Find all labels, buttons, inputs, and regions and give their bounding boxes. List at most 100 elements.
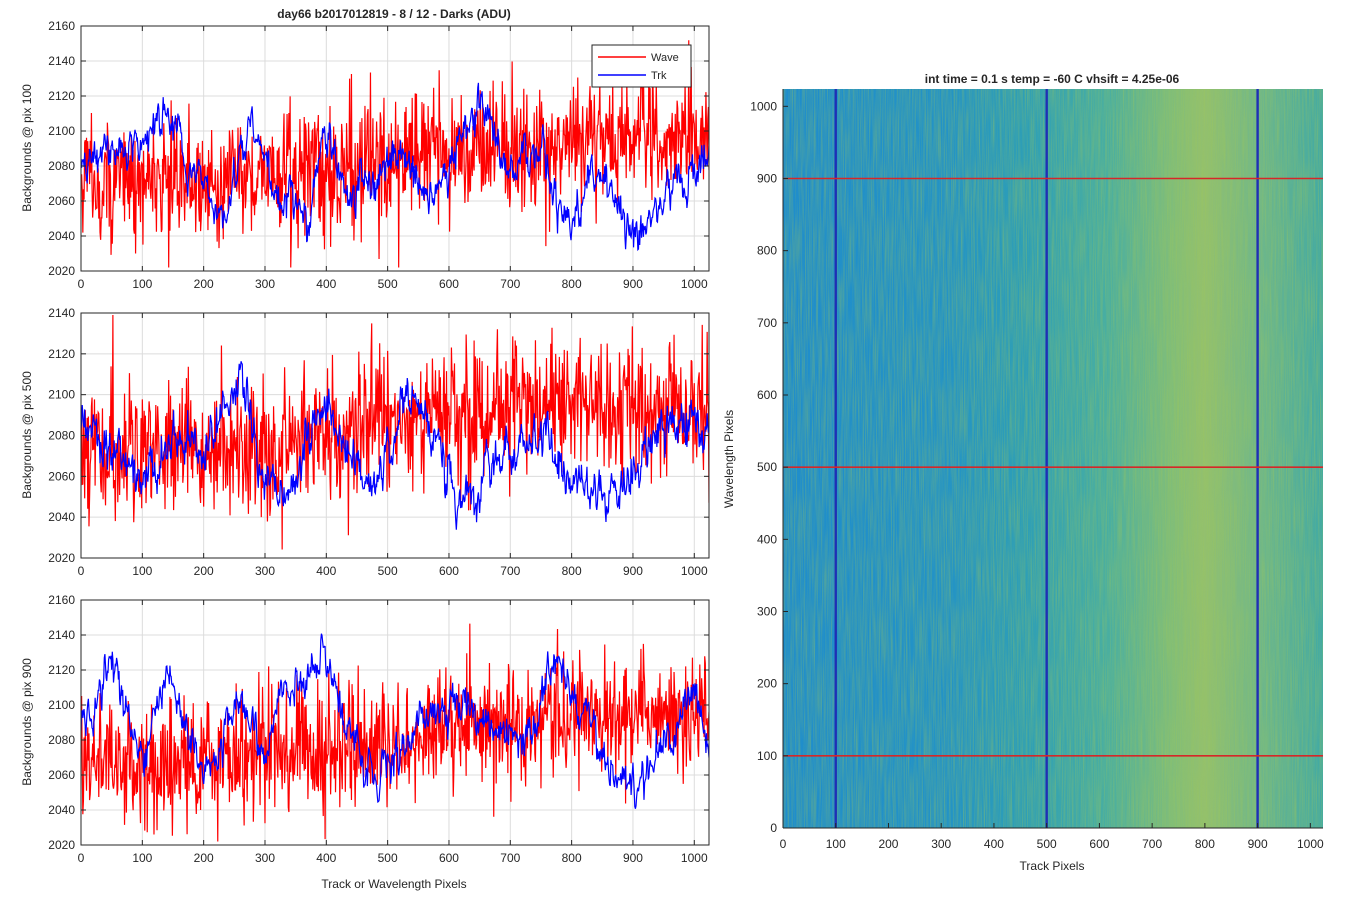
y-axis-label-pix-900: Backgrounds @ pix 900 xyxy=(20,658,34,786)
x-tick-label: 900 xyxy=(623,277,643,291)
x-tick-label: 200 xyxy=(194,277,214,291)
x-tick-label: 0 xyxy=(78,564,85,578)
series-line-wave xyxy=(81,315,709,550)
y-tick-label: 2020 xyxy=(48,838,75,852)
y-axis-label-pix-500: Backgrounds @ pix 500 xyxy=(20,371,34,499)
x-tick-label: 500 xyxy=(378,277,398,291)
x-tick-label: 400 xyxy=(316,277,336,291)
y-tick-label: 2080 xyxy=(48,733,75,747)
image-x-axis-label: Track Pixels xyxy=(1020,859,1085,873)
image-x-tick-label: 500 xyxy=(1037,837,1057,851)
figure-title: day66 b2017012819 - 8 / 12 - Darks (ADU) xyxy=(277,7,510,21)
image-x-tick-label: 400 xyxy=(984,837,1004,851)
x-tick-label: 1000 xyxy=(681,851,708,865)
y-tick-label: 2040 xyxy=(48,229,75,243)
x-tick-label: 600 xyxy=(439,851,459,865)
x-tick-label: 0 xyxy=(78,277,85,291)
y-tick-label: 2020 xyxy=(48,264,75,278)
series-line-wave xyxy=(81,40,709,268)
legend-box xyxy=(591,44,692,88)
x-tick-label: 100 xyxy=(132,564,152,578)
y-tick-label: 2120 xyxy=(48,663,75,677)
y-tick-label: 2060 xyxy=(48,768,75,782)
x-tick-label: 0 xyxy=(78,851,85,865)
y-tick-label: 2140 xyxy=(48,628,75,642)
y-tick-label: 2160 xyxy=(48,593,75,607)
x-tick-label: 1000 xyxy=(681,564,708,578)
image-y-tick-label: 600 xyxy=(757,388,777,402)
x-tick-label: 200 xyxy=(194,564,214,578)
x-tick-label: 700 xyxy=(500,277,520,291)
background-image-panel: 0 100 200 300 400 500 600 700 800 900 1000 0 100 200 3… xyxy=(750,89,1324,851)
image-y-tick-label: 200 xyxy=(757,677,777,691)
x-tick-label: 100 xyxy=(132,277,152,291)
image-y-tick-label: 0 xyxy=(770,821,777,835)
image-x-tick-label: 300 xyxy=(931,837,951,851)
image-y-tick-label: 500 xyxy=(757,460,777,474)
image-noise-streaks xyxy=(783,89,1323,828)
image-x-tick-label: 600 xyxy=(1089,837,1109,851)
x-tick-label: 700 xyxy=(500,851,520,865)
x-tick-label: 300 xyxy=(255,564,275,578)
x-tick-label: 800 xyxy=(562,851,582,865)
y-tick-label: 2100 xyxy=(48,698,75,712)
y-tick-label: 2060 xyxy=(48,194,75,208)
axes-frame xyxy=(80,599,710,846)
image-y-tick-label: 100 xyxy=(757,749,777,763)
image-x-tick-label: 1000 xyxy=(1297,837,1324,851)
y-tick-label: 2100 xyxy=(48,124,75,138)
x-tick-label: 200 xyxy=(194,851,214,865)
x-tick-label: 400 xyxy=(316,564,336,578)
y-tick-label: 2160 xyxy=(48,19,75,33)
legend: Wave Trk xyxy=(591,44,692,88)
image-y-tick-label: 900 xyxy=(757,171,777,185)
image-x-tick-label: 100 xyxy=(826,837,846,851)
y-tick-label: 2040 xyxy=(48,803,75,817)
y-tick-label: 2080 xyxy=(48,159,75,173)
y-tick-label: 2040 xyxy=(48,510,75,524)
x-tick-label: 800 xyxy=(562,277,582,291)
x-tick-label: 900 xyxy=(623,851,643,865)
y-tick-label: 2140 xyxy=(48,54,75,68)
series-line-trk xyxy=(81,82,709,252)
image-y-axis-label: Wavelength Pixels xyxy=(722,410,736,508)
legend-wave-label: Wave xyxy=(651,52,679,64)
image-y-tick-label: 800 xyxy=(757,244,777,258)
axes-frame xyxy=(80,25,710,272)
image-x-tick-label: 700 xyxy=(1142,837,1162,851)
x-tick-label: 600 xyxy=(439,564,459,578)
image-x-tick-label: 800 xyxy=(1195,837,1215,851)
x-tick-label: 1000 xyxy=(681,277,708,291)
y-tick-label: 2020 xyxy=(48,551,75,565)
image-y-tick-label: 300 xyxy=(757,604,777,618)
y-tick-label: 2060 xyxy=(48,469,75,483)
series-line-trk xyxy=(81,633,709,809)
image-y-tick-label: 400 xyxy=(757,532,777,546)
image-x-tick-label: 200 xyxy=(878,837,898,851)
y-axis-label-pix-100: Backgrounds @ pix 100 xyxy=(20,84,34,212)
y-tick-label: 2080 xyxy=(48,429,75,443)
legend-trk-label: Trk xyxy=(651,70,667,82)
image-x-tick-label: 0 xyxy=(780,837,787,851)
image-y-tick-label: 700 xyxy=(757,316,777,330)
x-tick-label: 500 xyxy=(378,564,398,578)
y-tick-label: 2120 xyxy=(48,347,75,361)
x-tick-label: 500 xyxy=(378,851,398,865)
x-tick-label: 700 xyxy=(500,564,520,578)
y-tick-label: 2100 xyxy=(48,388,75,402)
x-tick-label: 600 xyxy=(439,277,459,291)
x-tick-label: 300 xyxy=(255,277,275,291)
subplot-pix-500: 0 100 200 300 400 500 600 700 800 900 1000 2020 2040… xyxy=(48,306,710,578)
image-y-tick-label: 1000 xyxy=(750,99,777,113)
x-axis-label-track-or-wavelength: Track or Wavelength Pixels xyxy=(321,877,466,891)
series-line-trk xyxy=(81,361,709,530)
x-tick-label: 800 xyxy=(562,564,582,578)
x-tick-label: 100 xyxy=(132,851,152,865)
x-tick-label: 900 xyxy=(623,564,643,578)
x-tick-label: 400 xyxy=(316,851,336,865)
y-tick-label: 2140 xyxy=(48,306,75,320)
image-x-tick-label: 900 xyxy=(1248,837,1268,851)
image-title: int time = 0.1 s temp = -60 C vhsift = 4… xyxy=(925,72,1180,86)
subplot-pix-900: 0 100 200 300 400 500 600 700 800 900 1000 2020 2040… xyxy=(48,593,710,865)
